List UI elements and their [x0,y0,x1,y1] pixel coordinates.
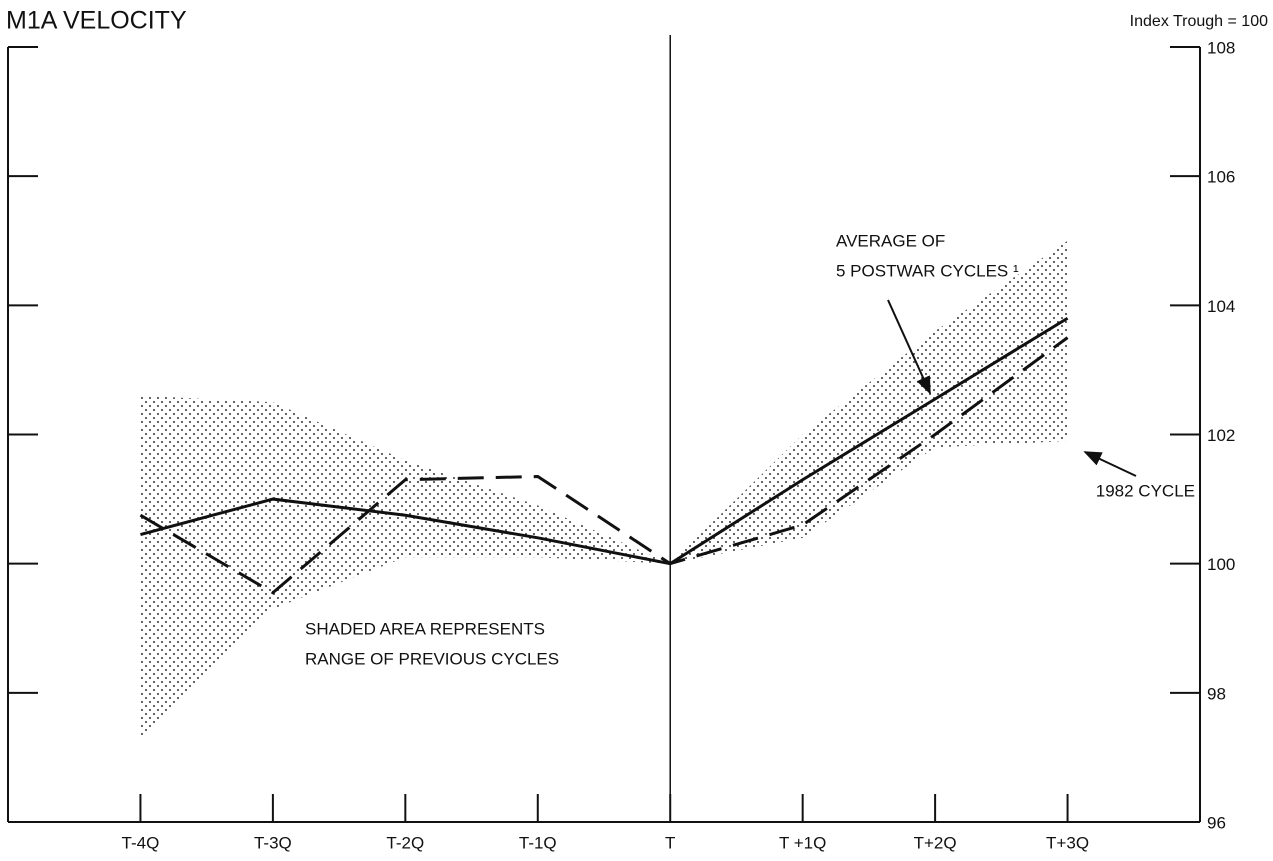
y-axis-label: Index Trough = 100 [1130,13,1268,30]
series-line [139,336,1069,595]
x-tick-label: T+3Q [1046,833,1089,852]
annotation-arrow [1083,451,1137,477]
x-tick-label: T-1Q [519,833,557,852]
y-tick-label: 98 [1207,684,1226,703]
y-tick-label: 102 [1207,426,1235,445]
y-tick-label: 106 [1207,168,1235,187]
chart-title: M1A VELOCITY [6,7,187,35]
x-tick-label: T [665,833,675,852]
x-tick-label: T-2Q [386,833,424,852]
range-band [140,240,1068,739]
annotation: AVERAGE OF [836,231,945,250]
y-tick-label: 104 [1207,297,1235,316]
x-tick-label: T-4Q [122,833,160,852]
x-tick-label: T-3Q [254,833,292,852]
series-line [140,316,1069,566]
y-tick-label: 96 [1207,813,1226,832]
annotation: SHADED AREA REPRESENTS [305,619,545,638]
x-tick-label: T+2Q [914,833,957,852]
annotation: 1982 CYCLE [1096,481,1195,500]
annotation-arrow [887,299,931,395]
y-tick-label: 108 [1207,38,1235,57]
x-tick-label: T +1Q [779,833,826,852]
annotation: 5 POSTWAR CYCLES ¹ [836,261,1019,280]
annotation: RANGE OF PREVIOUS CYCLES [305,649,559,668]
y-tick-label: 100 [1207,555,1235,574]
